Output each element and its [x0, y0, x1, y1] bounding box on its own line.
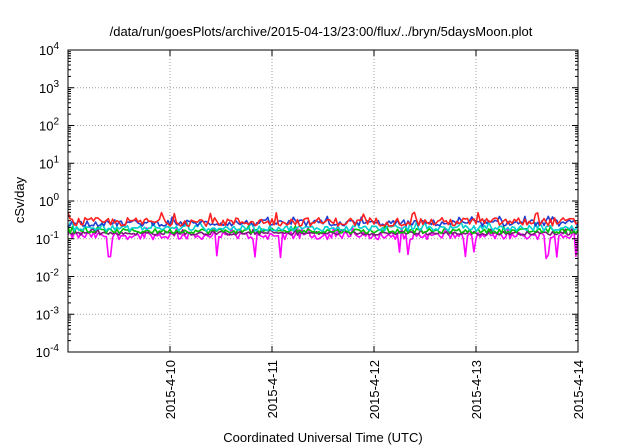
chart-title: /data/run/goesPlots/archive/2015-04-13/2…: [110, 24, 533, 39]
y-ticks: 10-4 10-3 10-2 10-1 100 101 102 103 104: [36, 41, 578, 360]
y-tick-label: 102: [39, 117, 59, 134]
y-tick-label: 104: [39, 41, 59, 58]
y-tick-label: 10-4: [36, 343, 60, 360]
y-tick-label: 100: [39, 192, 59, 209]
y-tick-label: 10-2: [36, 268, 60, 285]
series-line-6: [67, 211, 579, 227]
y-tick-label: 10-3: [36, 305, 60, 322]
series-line-1: [67, 226, 579, 260]
grid: [68, 50, 578, 352]
x-axis-label: Coordinated Universal Time (UTC): [223, 430, 422, 445]
y-axis-label: cSv/day: [12, 176, 27, 223]
x-tick-label: 2015-4-13: [469, 360, 484, 419]
x-tick-label: 2015-4-11: [265, 360, 280, 418]
x-tick-label: 2015-4-10: [163, 360, 178, 419]
y-tick-label: 101: [39, 154, 59, 171]
y-tick-label: 10-1: [36, 230, 60, 247]
y-tick-label: 103: [39, 79, 59, 96]
series-line-2: [67, 228, 579, 236]
x-tick-label: 2015-4-12: [367, 360, 382, 419]
series-group: [67, 211, 579, 260]
x-ticks: 2015-4-10 2015-4-11 2015-4-12 2015-4-13 2015…: [163, 50, 586, 419]
x-tick-label: 2015-4-14: [571, 360, 586, 419]
